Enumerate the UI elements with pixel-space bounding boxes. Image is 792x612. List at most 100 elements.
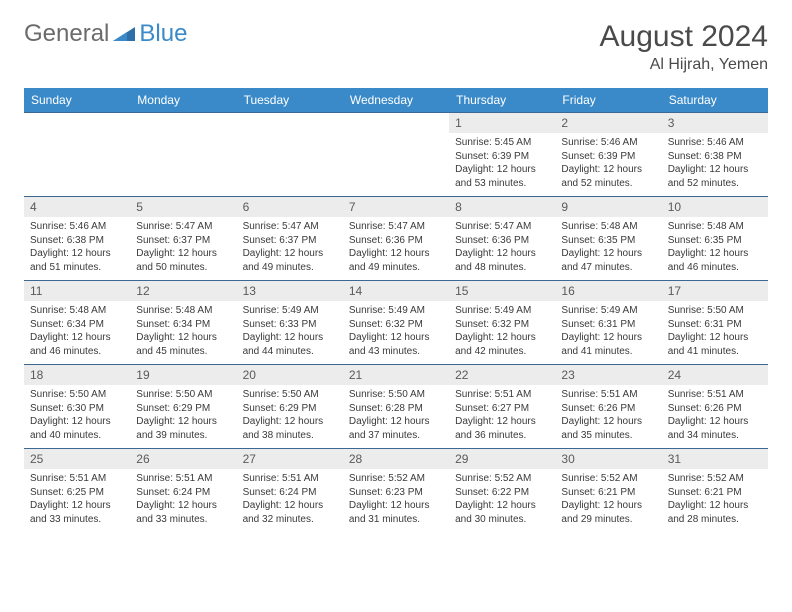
calendar-cell: 22Sunrise: 5:51 AMSunset: 6:27 PMDayligh… [449,365,555,449]
day-number: 21 [343,365,449,385]
day-info: Sunrise: 5:51 AMSunset: 6:27 PMDaylight:… [449,385,555,448]
calendar-cell: 5Sunrise: 5:47 AMSunset: 6:37 PMDaylight… [130,197,236,281]
calendar-cell: 24Sunrise: 5:51 AMSunset: 6:26 PMDayligh… [662,365,768,449]
day-number: 2 [555,113,661,133]
day-number: 1 [449,113,555,133]
day-info: Sunrise: 5:48 AMSunset: 6:35 PMDaylight:… [555,217,661,280]
header: General Blue August 2024 Al Hijrah, Yeme… [24,20,768,74]
day-info: Sunrise: 5:48 AMSunset: 6:34 PMDaylight:… [24,301,130,364]
calendar-cell-empty [130,113,236,197]
day-number: 15 [449,281,555,301]
calendar-cell-empty [343,113,449,197]
calendar-cell: 14Sunrise: 5:49 AMSunset: 6:32 PMDayligh… [343,281,449,365]
calendar-cell: 1Sunrise: 5:45 AMSunset: 6:39 PMDaylight… [449,113,555,197]
day-info: Sunrise: 5:46 AMSunset: 6:38 PMDaylight:… [24,217,130,280]
day-info: Sunrise: 5:50 AMSunset: 6:31 PMDaylight:… [662,301,768,364]
calendar-cell: 27Sunrise: 5:51 AMSunset: 6:24 PMDayligh… [237,449,343,533]
day-number: 24 [662,365,768,385]
calendar-cell: 19Sunrise: 5:50 AMSunset: 6:29 PMDayligh… [130,365,236,449]
calendar-cell: 3Sunrise: 5:46 AMSunset: 6:38 PMDaylight… [662,113,768,197]
day-info: Sunrise: 5:46 AMSunset: 6:39 PMDaylight:… [555,133,661,196]
calendar-head: SundayMondayTuesdayWednesdayThursdayFrid… [24,88,768,113]
weekday-header: Tuesday [237,88,343,113]
day-number: 28 [343,449,449,469]
calendar-cell: 6Sunrise: 5:47 AMSunset: 6:37 PMDaylight… [237,197,343,281]
day-info: Sunrise: 5:50 AMSunset: 6:28 PMDaylight:… [343,385,449,448]
calendar-table: SundayMondayTuesdayWednesdayThursdayFrid… [24,88,768,532]
month-title: August 2024 [600,20,768,54]
calendar-cell: 26Sunrise: 5:51 AMSunset: 6:24 PMDayligh… [130,449,236,533]
calendar-cell: 30Sunrise: 5:52 AMSunset: 6:21 PMDayligh… [555,449,661,533]
day-info: Sunrise: 5:47 AMSunset: 6:37 PMDaylight:… [130,217,236,280]
brand-logo: General Blue [24,20,187,48]
brand-general: General [24,20,109,48]
day-info: Sunrise: 5:46 AMSunset: 6:38 PMDaylight:… [662,133,768,196]
title-block: August 2024 Al Hijrah, Yemen [600,20,768,74]
day-info: Sunrise: 5:52 AMSunset: 6:22 PMDaylight:… [449,469,555,532]
day-number: 5 [130,197,236,217]
calendar-cell: 12Sunrise: 5:48 AMSunset: 6:34 PMDayligh… [130,281,236,365]
weekday-header: Sunday [24,88,130,113]
calendar-cell: 20Sunrise: 5:50 AMSunset: 6:29 PMDayligh… [237,365,343,449]
calendar-cell-empty [237,113,343,197]
brand-triangle-icon [113,23,135,46]
day-info: Sunrise: 5:49 AMSunset: 6:31 PMDaylight:… [555,301,661,364]
calendar-row: 11Sunrise: 5:48 AMSunset: 6:34 PMDayligh… [24,281,768,365]
calendar-cell: 16Sunrise: 5:49 AMSunset: 6:31 PMDayligh… [555,281,661,365]
day-number: 29 [449,449,555,469]
day-info: Sunrise: 5:49 AMSunset: 6:32 PMDaylight:… [343,301,449,364]
day-number: 13 [237,281,343,301]
day-number: 8 [449,197,555,217]
calendar-cell: 18Sunrise: 5:50 AMSunset: 6:30 PMDayligh… [24,365,130,449]
day-number: 11 [24,281,130,301]
day-info: Sunrise: 5:47 AMSunset: 6:37 PMDaylight:… [237,217,343,280]
day-info: Sunrise: 5:47 AMSunset: 6:36 PMDaylight:… [343,217,449,280]
calendar-body: 1Sunrise: 5:45 AMSunset: 6:39 PMDaylight… [24,113,768,533]
calendar-row: 18Sunrise: 5:50 AMSunset: 6:30 PMDayligh… [24,365,768,449]
calendar-cell: 17Sunrise: 5:50 AMSunset: 6:31 PMDayligh… [662,281,768,365]
day-number: 25 [24,449,130,469]
day-info: Sunrise: 5:50 AMSunset: 6:30 PMDaylight:… [24,385,130,448]
calendar-cell: 31Sunrise: 5:52 AMSunset: 6:21 PMDayligh… [662,449,768,533]
calendar-cell-empty [24,113,130,197]
weekday-header: Thursday [449,88,555,113]
day-number: 14 [343,281,449,301]
day-info: Sunrise: 5:52 AMSunset: 6:23 PMDaylight:… [343,469,449,532]
brand-blue: Blue [139,20,187,48]
day-info: Sunrise: 5:48 AMSunset: 6:35 PMDaylight:… [662,217,768,280]
day-number: 22 [449,365,555,385]
day-info: Sunrise: 5:51 AMSunset: 6:25 PMDaylight:… [24,469,130,532]
weekday-header: Wednesday [343,88,449,113]
day-number: 9 [555,197,661,217]
day-info: Sunrise: 5:47 AMSunset: 6:36 PMDaylight:… [449,217,555,280]
calendar-cell: 2Sunrise: 5:46 AMSunset: 6:39 PMDaylight… [555,113,661,197]
weekday-header: Saturday [662,88,768,113]
calendar-cell: 7Sunrise: 5:47 AMSunset: 6:36 PMDaylight… [343,197,449,281]
day-number: 30 [555,449,661,469]
day-info: Sunrise: 5:52 AMSunset: 6:21 PMDaylight:… [555,469,661,532]
calendar-row: 4Sunrise: 5:46 AMSunset: 6:38 PMDaylight… [24,197,768,281]
day-info: Sunrise: 5:51 AMSunset: 6:24 PMDaylight:… [130,469,236,532]
calendar-cell: 11Sunrise: 5:48 AMSunset: 6:34 PMDayligh… [24,281,130,365]
day-number: 6 [237,197,343,217]
day-info: Sunrise: 5:51 AMSunset: 6:26 PMDaylight:… [662,385,768,448]
day-number: 31 [662,449,768,469]
day-number: 7 [343,197,449,217]
calendar-cell: 13Sunrise: 5:49 AMSunset: 6:33 PMDayligh… [237,281,343,365]
calendar-cell: 9Sunrise: 5:48 AMSunset: 6:35 PMDaylight… [555,197,661,281]
day-info: Sunrise: 5:49 AMSunset: 6:33 PMDaylight:… [237,301,343,364]
calendar-row: 1Sunrise: 5:45 AMSunset: 6:39 PMDaylight… [24,113,768,197]
calendar-cell: 10Sunrise: 5:48 AMSunset: 6:35 PMDayligh… [662,197,768,281]
day-number: 27 [237,449,343,469]
day-info: Sunrise: 5:48 AMSunset: 6:34 PMDaylight:… [130,301,236,364]
day-number: 3 [662,113,768,133]
day-number: 19 [130,365,236,385]
calendar-cell: 4Sunrise: 5:46 AMSunset: 6:38 PMDaylight… [24,197,130,281]
calendar-cell: 25Sunrise: 5:51 AMSunset: 6:25 PMDayligh… [24,449,130,533]
day-number: 23 [555,365,661,385]
calendar-cell: 8Sunrise: 5:47 AMSunset: 6:36 PMDaylight… [449,197,555,281]
weekday-header: Monday [130,88,236,113]
location: Al Hijrah, Yemen [600,56,768,74]
day-info: Sunrise: 5:50 AMSunset: 6:29 PMDaylight:… [130,385,236,448]
calendar-row: 25Sunrise: 5:51 AMSunset: 6:25 PMDayligh… [24,449,768,533]
